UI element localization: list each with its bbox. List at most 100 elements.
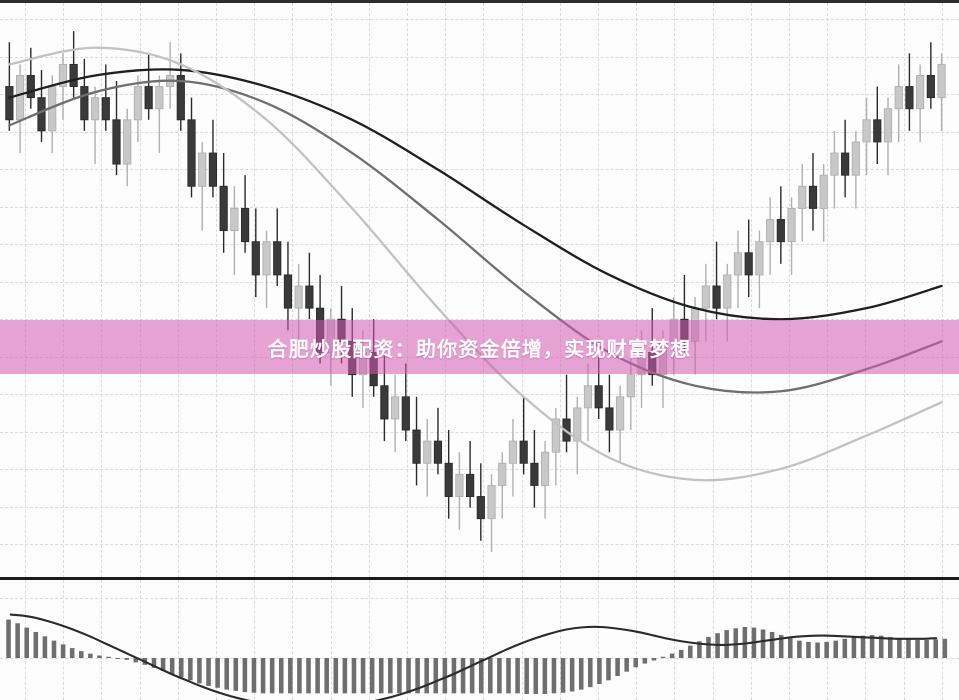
macd-histogram-bar [60,644,66,658]
candle [187,97,196,198]
macd-histogram-bar [606,658,611,681]
candle [519,396,528,475]
macd-histogram-bar [51,640,57,658]
macd-histogram-bar [188,658,193,681]
macd-histogram-bar [897,638,902,658]
candle [498,452,507,519]
gridline-vertical [674,3,676,578]
candle [616,385,625,464]
macd-histogram-bar [360,658,366,694]
candle [26,47,35,109]
macd-histogram-bar [469,658,475,694]
candle [230,186,239,275]
macd-histogram-bar [760,629,766,658]
promo-banner: 合肥炒股配资：助你资金倍增，实现财富梦想 [0,320,959,374]
macd-histogram-bar [6,619,11,658]
promo-banner-text: 合肥炒股配资：助你资金倍增，实现财富梦想 [267,336,692,361]
candle [551,407,560,486]
candle [733,230,743,309]
macd-histogram-bar [942,638,948,658]
macd-histogram-bar [69,648,75,658]
gridline-vertical [827,3,829,578]
candle [240,175,250,253]
gridline-vertical [903,3,905,578]
macd-histogram-bar [888,636,893,658]
candle [926,42,935,109]
gridline-vertical [636,580,638,700]
candle [583,363,593,442]
macd-histogram-bar [578,658,584,690]
candle [755,230,764,309]
gridline-horizontal [0,319,959,320]
macd-histogram-bar [260,658,266,694]
candle [937,53,946,131]
macd-histogram-bar [588,658,593,688]
macd-histogram-bar [797,640,802,658]
macd-histogram-bar [497,658,502,694]
gridline-vertical [865,580,867,700]
macd-histogram-bar [442,658,448,694]
gridline-horizontal [0,394,959,395]
candle [176,53,185,131]
candle [15,64,25,154]
macd-histogram-bar [415,658,420,694]
candle [391,374,400,453]
candle [562,374,571,453]
gridline-vertical [483,580,485,700]
gridline-horizontal [0,19,959,20]
macd-histogram-bar [615,658,620,676]
gridline-vertical [330,3,332,578]
macd-histogram-bar [333,658,339,694]
candle [58,53,68,120]
macd-histogram-bar [524,658,529,694]
macd-histogram-bar [233,658,239,691]
gridline-vertical [216,3,217,578]
gridline-vertical [636,3,638,578]
gridline-horizontal [0,431,959,433]
macd-histogram-bar [306,658,311,694]
gridline-horizontal [0,169,959,170]
macd-histogram-bar [324,658,329,694]
macd-histogram-bar [451,658,457,694]
gridline-vertical [941,580,943,700]
gridline-horizontal [0,469,959,470]
macd-histogram-bar [924,640,929,658]
macd-indicator-panel [0,580,959,700]
macd-histogram-bar [269,658,275,694]
macd-histogram-bar [906,639,911,658]
candle [873,86,882,165]
macd-histogram-bar [97,655,102,658]
candle [455,452,464,530]
macd-histogram-bar [824,641,829,658]
gridline-vertical [750,3,752,578]
macd-histogram-bar [697,641,702,658]
macd-histogram-bar [542,658,548,694]
gridline-horizontal [0,281,959,283]
macd-histogram-bar [806,641,811,658]
gridline-horizontal [0,206,959,208]
candle [476,463,485,541]
candle [412,396,421,486]
price-chart-panel [0,3,959,578]
candle [894,64,903,142]
candle [508,418,518,497]
macd-series [6,613,948,700]
macd-histogram-bar [388,658,393,694]
macd-histogram-bar [551,658,557,694]
macd-histogram-bar [778,635,784,658]
macd-histogram-bar [151,658,157,668]
gridline-vertical [407,580,408,700]
macd-histogram-bar [688,645,693,658]
macd-histogram-bar [851,636,857,658]
macd-histogram-bar [933,639,939,658]
candle [251,208,260,298]
candle [819,164,828,242]
gridline-vertical [101,580,103,700]
gridline-vertical [63,580,65,700]
candle [90,86,100,165]
macd-histogram-bar [769,631,775,658]
gridline-vertical [139,580,141,700]
candle [862,97,871,176]
macd-histogram-bar [706,636,711,658]
macd-histogram-bar [178,658,184,678]
